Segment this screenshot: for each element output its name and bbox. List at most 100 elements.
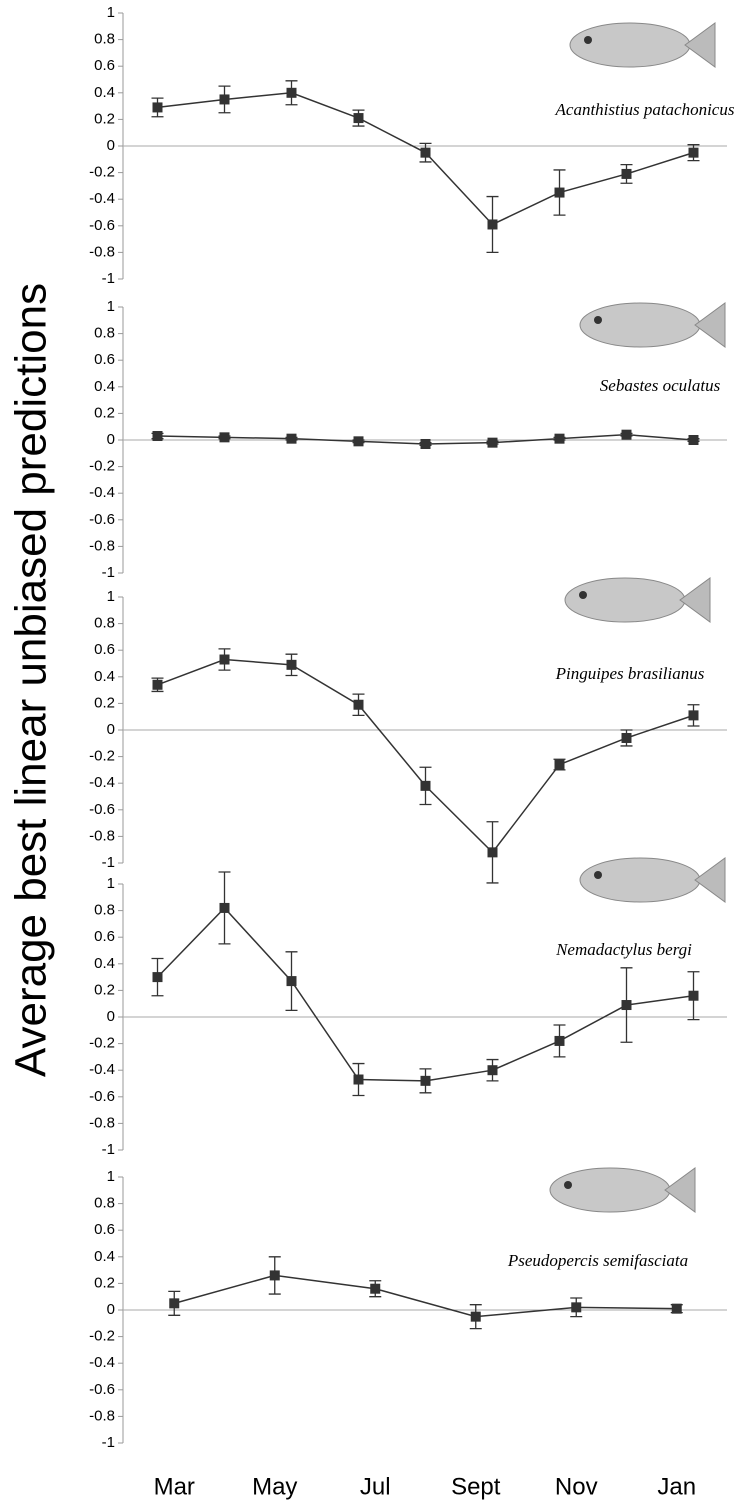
- y-tick-label: -0.6: [89, 511, 115, 528]
- y-tick-label: -0.2: [89, 1035, 115, 1052]
- fish-body: [549, 1167, 671, 1213]
- data-point: [353, 1074, 364, 1085]
- y-tick-label: -1: [102, 270, 115, 287]
- y-tick-label: -1: [102, 564, 115, 581]
- series-line: [157, 658, 694, 854]
- data-point: [487, 847, 498, 858]
- data-point: [152, 431, 163, 442]
- data-point: [353, 436, 364, 447]
- data-point: [420, 1075, 431, 1086]
- x-tick-label: Jul: [360, 1473, 391, 1500]
- y-tick-label: 0.4: [94, 378, 115, 395]
- data-point: [370, 1283, 381, 1294]
- data-point: [286, 87, 297, 98]
- y-tick-label: -1: [102, 1434, 115, 1451]
- y-tick-label: -0.2: [89, 458, 115, 475]
- fish-body: [569, 22, 691, 68]
- y-tick-label: 0.2: [94, 1274, 115, 1291]
- y-tick-label: 0: [107, 1008, 115, 1025]
- fish-eye: [579, 591, 587, 599]
- y-tick-label: -0.2: [89, 164, 115, 181]
- species-name: Acanthistius patachonicus: [555, 100, 735, 119]
- y-tick-label: 0.8: [94, 902, 115, 919]
- data-point: [487, 437, 498, 448]
- fish-tail: [694, 302, 726, 348]
- species-name: Nemadactylus bergi: [555, 940, 692, 959]
- data-point: [420, 438, 431, 449]
- fish-eye: [564, 1181, 572, 1189]
- y-tick-label: -0.4: [89, 774, 115, 791]
- x-tick-label: May: [252, 1473, 297, 1500]
- y-tick-label: -1: [102, 854, 115, 871]
- y-tick-label: -1: [102, 1141, 115, 1158]
- y-tick-label: -0.2: [89, 1328, 115, 1345]
- data-point: [353, 113, 364, 124]
- y-tick-label: 0.8: [94, 615, 115, 632]
- y-tick-label: -0.6: [89, 1088, 115, 1105]
- y-tick-label: 0: [107, 431, 115, 448]
- y-tick-label: -0.8: [89, 537, 115, 554]
- y-tick-label: -0.8: [89, 243, 115, 260]
- y-tick-label: -0.4: [89, 1354, 115, 1371]
- y-tick-label: 1: [107, 298, 115, 315]
- y-tick-label: 0.2: [94, 981, 115, 998]
- x-tick-label: Mar: [154, 1473, 195, 1500]
- data-point: [286, 433, 297, 444]
- y-tick-label: 1: [107, 875, 115, 892]
- y-axis-title: Average best linear unbiased predictions: [7, 283, 56, 1077]
- fish-body: [579, 857, 701, 903]
- data-point: [621, 732, 632, 743]
- y-tick-label: -0.6: [89, 217, 115, 234]
- series-line: [174, 1274, 677, 1318]
- data-point: [470, 1311, 481, 1322]
- data-point: [353, 699, 364, 710]
- y-tick-label: 0.8: [94, 1195, 115, 1212]
- y-tick-label: -0.2: [89, 748, 115, 765]
- fish-illustration: [549, 1167, 696, 1213]
- y-tick-label: 0.2: [94, 404, 115, 421]
- data-point: [688, 990, 699, 1001]
- data-point: [554, 433, 565, 444]
- y-tick-label: 0.4: [94, 668, 115, 685]
- y-tick-label: -0.4: [89, 1061, 115, 1078]
- y-tick-label: 0.6: [94, 351, 115, 368]
- fish-tail: [694, 857, 726, 903]
- fish-body: [579, 302, 701, 348]
- species-name: Sebastes oculatus: [600, 376, 721, 395]
- y-tick-label: 0.4: [94, 1248, 115, 1265]
- y-tick-label: 0.6: [94, 641, 115, 658]
- y-tick-label: 0: [107, 1301, 115, 1318]
- fish-illustration: [579, 302, 726, 348]
- x-tick-label: Nov: [555, 1473, 598, 1500]
- y-tick-label: -0.8: [89, 827, 115, 844]
- fish-eye: [594, 316, 602, 324]
- x-tick-label: Jan: [657, 1473, 696, 1500]
- y-tick-label: 0.4: [94, 84, 115, 101]
- fish-eye: [584, 36, 592, 44]
- data-point: [219, 902, 230, 913]
- fish-illustration: [579, 857, 726, 903]
- y-tick-label: -0.8: [89, 1114, 115, 1131]
- data-point: [219, 654, 230, 665]
- y-tick-label: 0: [107, 137, 115, 154]
- data-point: [269, 1270, 280, 1281]
- data-point: [621, 168, 632, 179]
- data-point: [219, 432, 230, 443]
- data-point: [487, 219, 498, 230]
- y-tick-label: 0.2: [94, 110, 115, 127]
- y-tick-label: 0.2: [94, 694, 115, 711]
- data-point: [152, 972, 163, 983]
- y-tick-label: -0.6: [89, 1381, 115, 1398]
- data-point: [420, 780, 431, 791]
- species-name: Pinguipes brasilianus: [555, 664, 705, 683]
- data-point: [487, 1065, 498, 1076]
- data-point: [219, 94, 230, 105]
- fish-body: [564, 577, 686, 623]
- data-point: [152, 679, 163, 690]
- y-tick-label: -0.4: [89, 484, 115, 501]
- y-tick-label: 0.6: [94, 928, 115, 945]
- data-point: [286, 659, 297, 670]
- species-name: Pseudopercis semifasciata: [507, 1251, 688, 1270]
- y-tick-label: 0.8: [94, 31, 115, 48]
